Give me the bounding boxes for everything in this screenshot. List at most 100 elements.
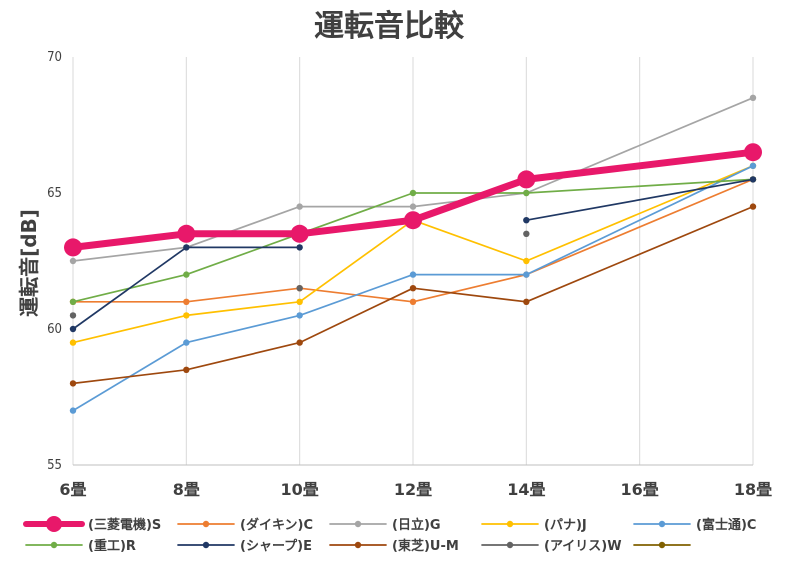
data-point xyxy=(523,217,530,224)
data-point xyxy=(296,285,303,292)
series-line-segment xyxy=(72,246,188,330)
data-point xyxy=(409,203,417,210)
data-point xyxy=(409,271,417,278)
data-point xyxy=(183,244,190,251)
data-point xyxy=(744,143,762,162)
legend-label: (富士通)C xyxy=(696,517,756,533)
data-point xyxy=(523,257,530,265)
data-point xyxy=(409,285,417,292)
x-axis-ticks: 6畳 8畳 10畳 12畳 14畳 16畳 18畳 xyxy=(59,480,772,499)
data-point xyxy=(69,312,77,319)
series-line-segment xyxy=(409,175,530,224)
legend-label: (パナ)J xyxy=(544,518,587,533)
legend-item: (富士通)C xyxy=(633,517,756,533)
data-point xyxy=(523,230,530,237)
y-axis-label: 運転音[dB] xyxy=(17,209,41,317)
x-tick-label: 8畳 xyxy=(173,480,200,499)
series-line-segment xyxy=(525,164,754,276)
y-tick-label: 60 xyxy=(47,322,62,337)
legend-marker xyxy=(354,520,362,528)
chart-title: 運転音比較 xyxy=(314,9,465,44)
data-point xyxy=(523,271,530,278)
series-line-segment xyxy=(525,205,754,303)
series-line-segment xyxy=(72,314,188,344)
x-tick-label: 18畳 xyxy=(734,480,772,499)
data-point xyxy=(183,312,190,319)
series-line-segment xyxy=(185,287,301,303)
series-line-segment xyxy=(185,232,301,276)
series-line-segment xyxy=(298,273,414,317)
plot-grid xyxy=(72,57,754,466)
data-point xyxy=(69,325,77,333)
series-line-segment xyxy=(522,148,757,183)
legend-marker xyxy=(506,541,514,549)
legend-marker xyxy=(202,541,210,549)
series-0 xyxy=(64,143,762,257)
series-line-segment xyxy=(72,246,188,262)
series-group xyxy=(64,94,762,414)
legend-item: (アイリス)W xyxy=(481,539,622,554)
legend-marker xyxy=(658,541,666,549)
data-point xyxy=(296,312,303,319)
legend-label: (三菱電機)S xyxy=(88,517,161,533)
data-point xyxy=(523,189,530,197)
series-line-segment xyxy=(525,178,754,194)
legend-marker xyxy=(46,516,62,532)
x-tick-label: 10畳 xyxy=(281,480,319,499)
legend-marker xyxy=(50,541,58,549)
series-line-segment xyxy=(298,192,414,235)
x-tick-label: 12畳 xyxy=(394,480,432,499)
data-point xyxy=(296,203,303,210)
legend-label: (東芝)U-M xyxy=(392,538,459,554)
series-8 xyxy=(69,230,530,319)
series-line-segment xyxy=(72,368,188,385)
x-tick-label: 14畳 xyxy=(507,480,545,499)
x-tick-label: 16畳 xyxy=(621,480,659,499)
y-tick-label: 65 xyxy=(47,186,62,201)
legend-label: (重工)R xyxy=(88,538,136,554)
legend-item: (三菱電機)S xyxy=(23,516,161,533)
legend: (三菱電機)S (ダイキン)C (日立)G (パナ)J (富士通)C (重工)R (シャープ… xyxy=(23,516,756,554)
data-point xyxy=(517,170,536,189)
legend-item: (シャープ)E xyxy=(177,539,312,554)
series-line-segment xyxy=(525,178,754,276)
series-line-segment xyxy=(185,341,301,371)
series-line-segment xyxy=(185,300,301,317)
series-5 xyxy=(69,176,757,305)
data-point xyxy=(749,203,757,210)
data-point xyxy=(69,298,77,305)
legend-marker xyxy=(506,520,514,528)
legend-item: (パナ)J xyxy=(481,518,587,533)
data-point xyxy=(404,211,422,230)
series-line-segment xyxy=(298,287,414,344)
data-point xyxy=(523,298,530,305)
data-point xyxy=(296,339,303,346)
data-point xyxy=(69,407,77,414)
x-tick-label: 6畳 xyxy=(59,480,86,499)
series-6 xyxy=(69,176,757,333)
data-point xyxy=(296,298,303,305)
data-point xyxy=(183,366,190,373)
series-line-segment xyxy=(185,314,301,344)
series-7 xyxy=(69,203,757,387)
series-line-segment xyxy=(298,219,414,303)
series-line-segment xyxy=(296,216,417,238)
series-line-segment xyxy=(69,230,190,251)
data-point xyxy=(296,244,303,251)
series-line-segment xyxy=(412,273,528,303)
data-point xyxy=(183,339,190,346)
series-line-segment xyxy=(412,219,528,262)
legend-label: (ダイキン)C xyxy=(240,517,313,533)
legend-item: (重工)R xyxy=(25,538,136,554)
data-point xyxy=(183,271,190,278)
legend-item: (日立)G xyxy=(329,517,441,533)
series-line-segment xyxy=(185,205,301,249)
data-point xyxy=(177,224,196,243)
data-point xyxy=(69,339,77,346)
legend-item xyxy=(633,541,691,549)
legend-marker xyxy=(354,541,362,549)
legend-label: (アイリス)W xyxy=(544,539,622,554)
data-point xyxy=(749,94,757,102)
data-point xyxy=(69,257,77,265)
